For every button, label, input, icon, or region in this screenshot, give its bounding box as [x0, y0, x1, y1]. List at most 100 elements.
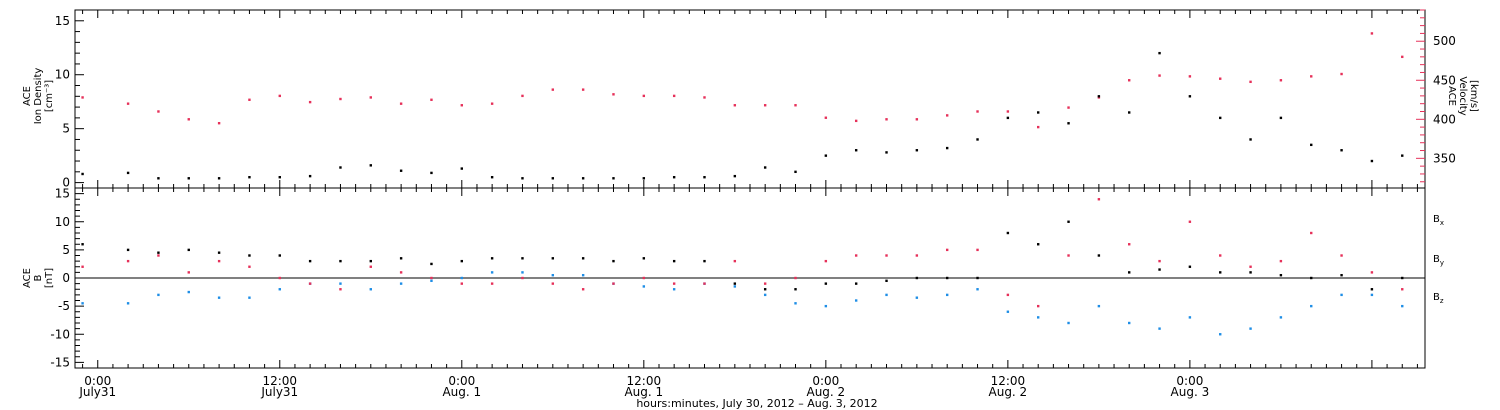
by-point: [976, 288, 979, 291]
by-point: [763, 293, 767, 297]
time-tick-label: 0:00: [812, 374, 839, 388]
by-point: [248, 296, 251, 299]
ion-density-axis-label-3: [cm⁻³]: [44, 80, 55, 112]
bz-point: [248, 265, 251, 268]
velocity-point: [1128, 79, 1131, 82]
velocity-point: [339, 97, 342, 101]
velocity-point: [157, 110, 160, 113]
ion-density-point: [672, 176, 676, 179]
by-point: [126, 302, 130, 305]
ion-density-point: [1249, 138, 1252, 141]
by-point: [1219, 333, 1222, 336]
velocity-tick-label: 450: [1433, 73, 1456, 87]
velocity-point: [976, 110, 979, 113]
velocity-point: [794, 104, 797, 107]
velocity-tick-label: 350: [1433, 151, 1456, 165]
bz-point: [915, 254, 919, 257]
bx-point: [1006, 231, 1010, 235]
velocity-point: [1279, 79, 1283, 82]
bx-point: [1249, 271, 1252, 274]
by-point: [642, 285, 646, 288]
bx-point: [885, 279, 888, 283]
by-point: [945, 293, 949, 297]
bx-point: [854, 282, 858, 285]
ion-density-point: [521, 177, 524, 180]
ion-density-point: [369, 164, 372, 167]
ion-density-scatter: [81, 51, 1404, 180]
velocity-point: [763, 104, 767, 107]
bz-point: [369, 265, 372, 268]
bx-point: [1279, 273, 1283, 277]
ion-density-point: [1067, 122, 1070, 125]
by-point: [430, 279, 433, 283]
by-point: [217, 296, 221, 299]
velocity-point: [81, 96, 84, 99]
velocity-point: [915, 118, 919, 121]
bx-point: [1401, 276, 1404, 280]
bz-point: [1006, 293, 1010, 297]
velocity-point: [703, 96, 706, 99]
velocity-point: [551, 88, 555, 91]
velocity-scatter: [81, 32, 1404, 129]
bx-point: [126, 248, 130, 252]
bz-scatter: [81, 198, 1404, 308]
ion-density-point: [976, 138, 979, 141]
velocity-point: [1006, 110, 1010, 113]
by-point: [672, 288, 676, 291]
by-point: [581, 273, 585, 277]
ion-density-point: [945, 146, 949, 150]
field-tick-label: 5: [62, 243, 70, 257]
by-point: [399, 282, 403, 285]
date-tick-label: July31: [78, 385, 116, 399]
bx-point: [81, 243, 84, 246]
bz-point: [1370, 271, 1374, 274]
bz-point: [1219, 254, 1222, 257]
velocity-point: [399, 102, 403, 105]
ion-density-point: [399, 169, 403, 172]
bx-point: [460, 259, 463, 263]
ion-density-point: [763, 166, 767, 169]
bx-point: [1158, 268, 1161, 271]
ion-density-point: [885, 151, 888, 154]
velocity-point: [1067, 106, 1070, 109]
field-tick-label: 15: [55, 187, 70, 201]
time-tick-label: 12:00: [991, 374, 1026, 388]
bx-scatter: [81, 220, 1404, 291]
bx-point: [672, 259, 676, 263]
bx-point: [945, 276, 949, 280]
ion-density-point: [460, 167, 463, 170]
velocity-axis-label-2: Velocity: [1457, 76, 1468, 115]
bz-point: [1340, 254, 1343, 257]
bz-point: [703, 282, 706, 285]
by-point: [1128, 321, 1131, 325]
ion-density-point: [1279, 116, 1283, 120]
bx-point: [703, 259, 706, 263]
bz-point: [581, 288, 585, 291]
bz-point: [672, 282, 676, 285]
ion-density-point: [1219, 116, 1222, 120]
bz-point: [885, 254, 888, 257]
velocity-point: [126, 102, 130, 105]
ion-density-point: [126, 171, 130, 175]
date-tick-label: Aug. 2: [806, 385, 845, 399]
velocity-point: [278, 94, 281, 98]
by-point: [369, 288, 372, 291]
bx-point: [399, 257, 403, 260]
by-point: [278, 288, 281, 291]
bz-point: [308, 282, 312, 285]
by-point: [1279, 316, 1283, 319]
by-point: [1340, 293, 1343, 297]
ion-density-point: [1370, 159, 1374, 163]
bz-point: [1158, 259, 1161, 263]
by-point: [1310, 304, 1313, 308]
bx-point: [157, 251, 160, 254]
date-tick-label: Aug. 2: [989, 385, 1028, 399]
top-panel-frame: [74, 9, 1426, 189]
ion-density-point: [824, 154, 828, 157]
bz-point: [430, 276, 433, 280]
bz-point: [642, 276, 646, 280]
ion-density-tick-label: 0: [62, 176, 70, 190]
bx-point: [1037, 243, 1040, 246]
bx-point: [794, 288, 797, 291]
